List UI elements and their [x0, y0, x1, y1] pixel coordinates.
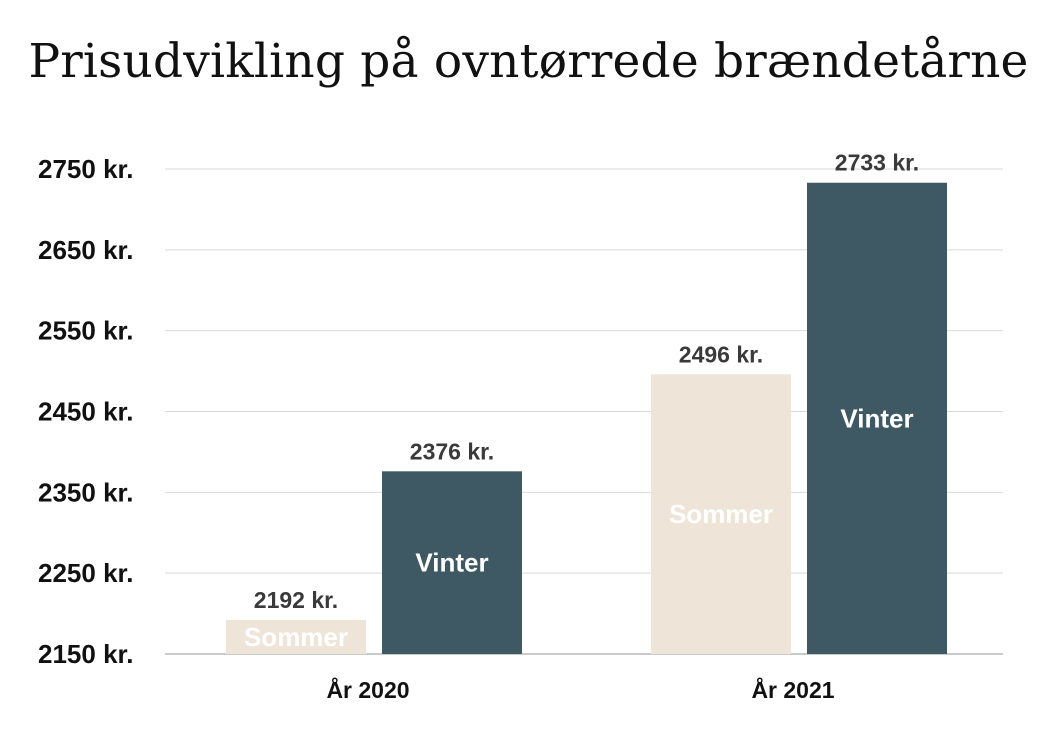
bar-vinter-1: [807, 182, 947, 654]
y-tick-label-2150: 2150 kr.: [38, 639, 133, 669]
value-label-sommer-1: 2496 kr.: [679, 341, 763, 367]
bar-sommer-0: [226, 620, 366, 654]
series-label-sommer-0: Sommer: [244, 622, 348, 652]
value-label-vinter-0: 2376 kr.: [410, 438, 494, 464]
value-label-sommer-0: 2192 kr.: [254, 587, 338, 613]
bar-sommer-1: [651, 374, 791, 654]
y-tick-label-2350: 2350 kr.: [38, 477, 133, 507]
y-tick-label-2750: 2750 kr.: [38, 154, 133, 184]
x-tick-label-1: År 2021: [751, 676, 834, 703]
value-label-vinter-1: 2733 kr.: [835, 150, 919, 176]
y-tick-label-2550: 2550 kr.: [38, 316, 133, 346]
y-tick-label-2250: 2250 kr.: [38, 558, 133, 588]
y-tick-label-2650: 2650 kr.: [38, 235, 133, 265]
chart-title: Prisudvikling på ovntørrede brændetårne: [28, 34, 1029, 89]
series-label-vinter-0: Vinter: [415, 548, 488, 578]
series-label-vinter-1: Vinter: [840, 403, 913, 433]
y-tick-label-2450: 2450 kr.: [38, 397, 133, 427]
bar-vinter-0: [382, 471, 522, 654]
x-tick-label-0: År 2020: [326, 676, 409, 703]
series-label-sommer-1: Sommer: [669, 499, 773, 529]
